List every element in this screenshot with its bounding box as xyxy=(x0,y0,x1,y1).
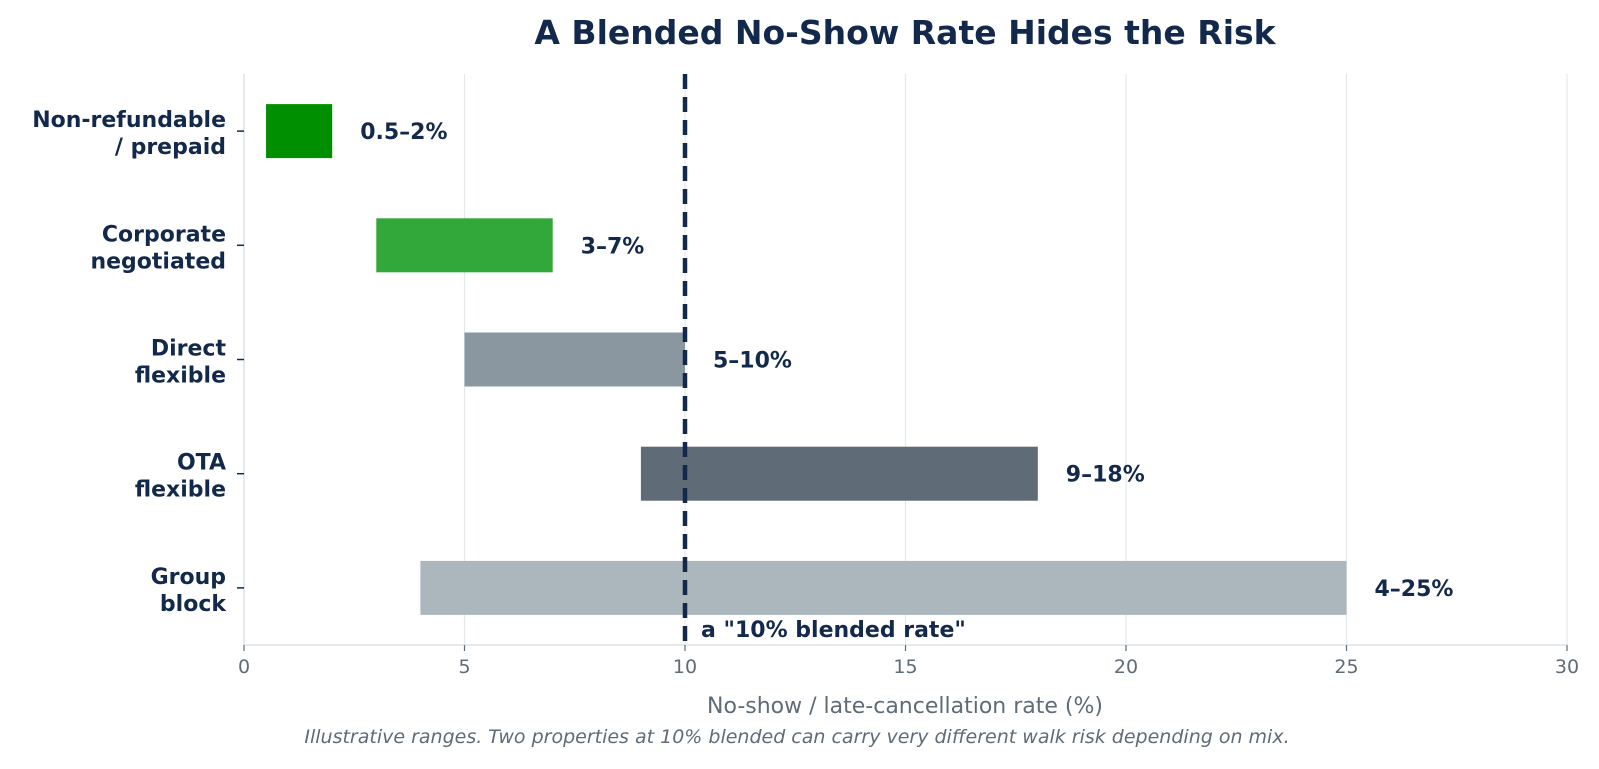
category-label-line: Group xyxy=(151,565,226,590)
bar-group-block xyxy=(420,560,1347,615)
category-label-line: OTA xyxy=(177,451,226,476)
reference-line-label: a "10% blended rate" xyxy=(701,618,966,643)
category-label-ota-flexible: OTA flexible xyxy=(135,451,226,503)
bar-ota-flexible xyxy=(640,446,1038,501)
footnote: Illustrative ranges. Two properties at 1… xyxy=(304,726,1289,748)
category-label-line: / prepaid xyxy=(115,135,226,160)
x-tick-label-5: 5 xyxy=(458,656,470,678)
x-axis-title: No-show / late-cancellation rate (%) xyxy=(707,694,1103,719)
axis-layer: 0 5 10 15 20 25 30 Non-refundable / prepaid Corpo… xyxy=(32,74,1579,678)
category-label-line: Non-refundable xyxy=(32,108,226,133)
category-label-line: Corporate xyxy=(102,222,226,247)
category-label-group-block: Group block xyxy=(151,565,228,617)
category-label-corporate-negotiated: Corporate negotiated xyxy=(90,222,226,274)
category-label-line: Direct xyxy=(151,337,227,362)
category-label-line: flexible xyxy=(135,478,226,503)
x-tick-label-30: 30 xyxy=(1555,656,1579,678)
category-label-line: negotiated xyxy=(90,249,226,274)
category-label-line: block xyxy=(160,592,227,617)
x-tick-label-20: 20 xyxy=(1114,656,1138,678)
x-tick-label-10: 10 xyxy=(673,656,697,678)
chart-title: A Blended No-Show Rate Hides the Risk xyxy=(534,13,1276,52)
category-label-non-refundable-prepaid: Non-refundable / prepaid xyxy=(32,108,226,160)
bar-direct-flexible xyxy=(464,332,685,387)
x-tick-label-0: 0 xyxy=(238,656,250,678)
value-label-non-refundable-prepaid: 0.5–2% xyxy=(360,120,447,145)
x-tick-label-15: 15 xyxy=(893,656,917,678)
grid-layer xyxy=(243,74,1568,645)
value-label-corporate-negotiated: 3–7% xyxy=(581,234,645,259)
category-label-line: flexible xyxy=(135,364,226,389)
value-label-group-block: 4–25% xyxy=(1375,577,1454,602)
bars-layer: 0.5–2% 3–7% 5–10% 9–18% 4–25% xyxy=(266,104,1453,615)
bar-corporate-negotiated xyxy=(376,218,553,273)
bar-non-refundable-prepaid xyxy=(266,104,333,159)
reference-layer: a "10% blended rate" xyxy=(682,74,966,645)
category-label-direct-flexible: Direct flexible xyxy=(135,337,227,389)
value-label-direct-flexible: 5–10% xyxy=(713,349,792,374)
value-label-ota-flexible: 9–18% xyxy=(1066,463,1145,488)
x-tick-label-25: 25 xyxy=(1334,656,1358,678)
